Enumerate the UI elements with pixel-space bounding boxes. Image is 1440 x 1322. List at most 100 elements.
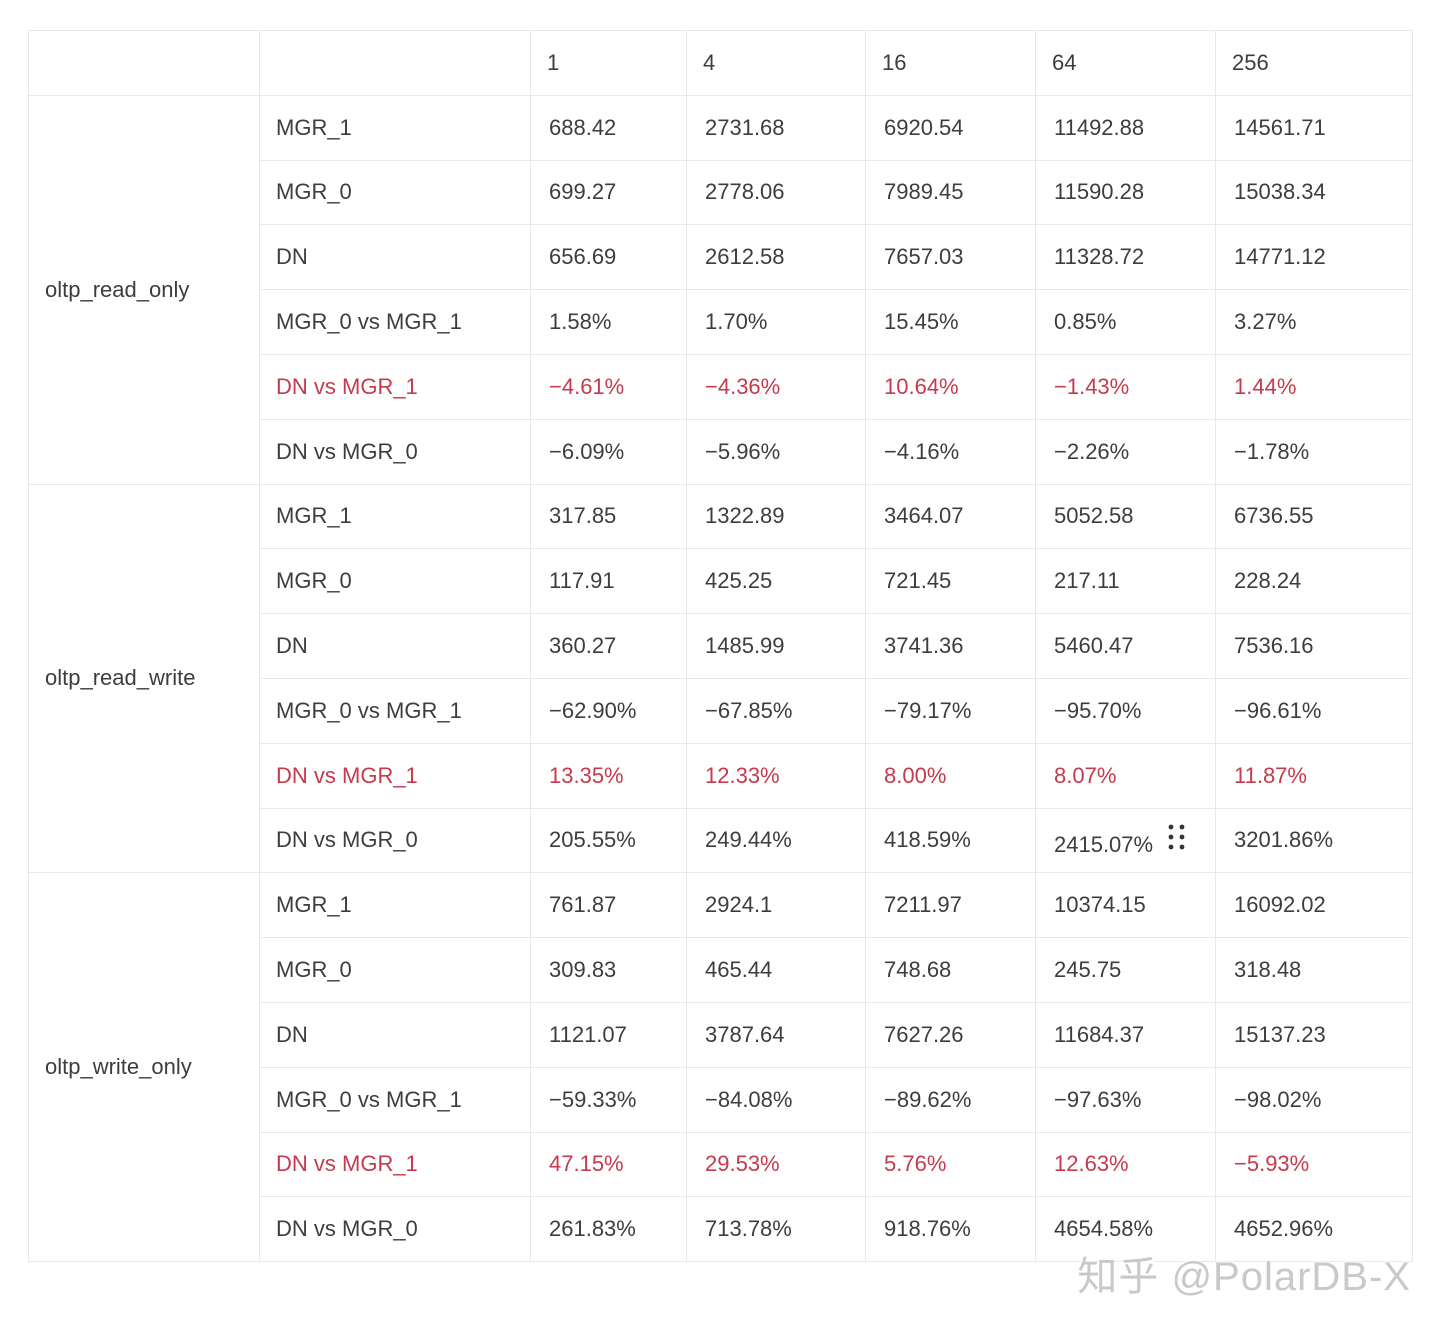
cell-value: 7627.26 xyxy=(884,1021,964,1047)
value-cell: −96.61% xyxy=(1215,677,1413,744)
row-label: MGR_1 xyxy=(259,872,531,939)
value-cell: 11684.37 xyxy=(1035,1001,1216,1068)
value-cell: 7989.45 xyxy=(865,159,1036,226)
value-cell: 918.76% xyxy=(865,1196,1036,1263)
row-label: DN vs MGR_0 xyxy=(259,418,531,485)
value-cell: 3201.86% xyxy=(1215,807,1413,874)
benchmark-table-container: 1 4 16 64 256 oltp_read_only MGR_1 688.42 2731.… xyxy=(28,30,1413,1263)
row-label: MGR_0 xyxy=(259,159,531,226)
value-cell: −95.70% xyxy=(1035,677,1216,744)
table-row: DN 360.27 1485.99 3741.36 5460.47 7536.16 xyxy=(29,613,1413,679)
value-cell: 3.27% xyxy=(1215,289,1413,355)
cell-value: 1121.07 xyxy=(549,1021,627,1047)
cell-value: 117.91 xyxy=(549,568,615,594)
value-cell: 721.45 xyxy=(865,548,1036,615)
value-cell: 228.24 xyxy=(1215,548,1413,615)
value-cell: 16092.02 xyxy=(1215,872,1413,939)
value-cell: 117.91 xyxy=(530,548,687,615)
drag-handle-icon[interactable] xyxy=(1166,822,1188,852)
value-cell: 11590.28 xyxy=(1035,159,1216,226)
cell-value: 217.11 xyxy=(1054,568,1120,594)
row-label: MGR_0 vs MGR_1 xyxy=(259,289,531,355)
cell-value: 12.33% xyxy=(705,762,780,788)
cell-value: 1.58% xyxy=(549,309,612,335)
cell-value: 10.64% xyxy=(884,373,959,399)
cell-value: 5.76% xyxy=(884,1151,947,1177)
cell-value: 465.44 xyxy=(705,957,773,983)
value-cell: 7536.16 xyxy=(1215,613,1413,679)
row-label: DN vs MGR_0 xyxy=(259,807,531,874)
row-label: MGR_0 vs MGR_1 xyxy=(259,1066,531,1133)
table-row: MGR_0 vs MGR_1 −59.33% −84.08% −89.62% −97.6… xyxy=(29,1066,1413,1133)
cell-value: 317.85 xyxy=(549,503,617,529)
table-row: oltp_read_only MGR_1 688.42 2731.68 6920.54 1… xyxy=(28,94,1413,485)
cell-value: 15038.34 xyxy=(1234,179,1326,205)
cell-value: −95.70% xyxy=(1054,697,1142,723)
cell-value: 1.44% xyxy=(1234,373,1297,399)
value-cell: 5052.58 xyxy=(1035,483,1216,550)
cell-value: 688.42 xyxy=(549,114,617,140)
header-cell-threads-1: 1 xyxy=(530,30,687,96)
value-cell: 2612.58 xyxy=(686,224,866,291)
cell-value: 2612.58 xyxy=(705,244,785,270)
table-header: 1 4 16 64 256 xyxy=(28,30,1413,96)
cell-value: 245.75 xyxy=(1054,957,1122,983)
cell-value: 205.55% xyxy=(549,827,636,853)
cell-value: −2.26% xyxy=(1054,438,1130,464)
value-cell: 47.15% xyxy=(530,1131,687,1198)
value-cell: 1485.99 xyxy=(686,613,866,679)
header-cell-threads-4: 4 xyxy=(686,30,866,96)
cell-value: 309.83 xyxy=(549,957,617,983)
cell-value: 15.45% xyxy=(884,309,959,335)
row-label: MGR_1 xyxy=(259,483,531,550)
cell-value: 47.15% xyxy=(549,1151,624,1177)
benchmark-table: 1 4 16 64 256 oltp_read_only MGR_1 688.42 2731.… xyxy=(28,30,1413,1263)
table-row: DN vs MGR_1 47.15% 29.53% 5.76% 12.63% −5.93% xyxy=(29,1131,1413,1198)
value-cell: 5.76% xyxy=(865,1131,1036,1198)
value-cell: 5460.47 xyxy=(1035,613,1216,679)
cell-value: 3741.36 xyxy=(884,633,964,659)
row-label: DN vs MGR_1 xyxy=(259,353,531,420)
cell-value: 11492.88 xyxy=(1054,114,1145,140)
cell-value: −96.61% xyxy=(1234,697,1322,723)
cell-value: 15137.23 xyxy=(1234,1021,1326,1047)
value-cell: 3741.36 xyxy=(865,613,1036,679)
value-cell: 699.27 xyxy=(530,159,687,226)
value-cell: 261.83% xyxy=(530,1196,687,1263)
value-cell: 318.48 xyxy=(1215,937,1413,1003)
value-cell: 2924.1 xyxy=(686,872,866,939)
value-cell: −59.33% xyxy=(530,1066,687,1133)
value-cell: 688.42 xyxy=(530,94,687,161)
header-cell-threads-256: 256 xyxy=(1215,30,1413,96)
cell-value: 3201.86% xyxy=(1234,827,1334,853)
value-cell: 12.63% xyxy=(1035,1131,1216,1198)
value-cell: −4.61% xyxy=(530,353,687,420)
cell-value: −67.85% xyxy=(705,697,793,723)
row-label: DN vs MGR_0 xyxy=(259,1196,531,1263)
value-cell: 7627.26 xyxy=(865,1001,1036,1068)
cell-value: 1.70% xyxy=(705,309,768,335)
table-row: DN vs MGR_0 −6.09% −5.96% −4.16% −2.26% −1.78… xyxy=(29,418,1413,485)
table-row: DN 1121.07 3787.64 7627.26 11684.37 15137.23 xyxy=(29,1001,1413,1068)
value-cell: 309.83 xyxy=(530,937,687,1003)
cell-value: 11684.37 xyxy=(1054,1021,1145,1047)
row-label: MGR_0 vs MGR_1 xyxy=(259,677,531,744)
value-cell: 1.58% xyxy=(530,289,687,355)
value-cell: 2415.07% xyxy=(1035,807,1216,874)
value-cell: 15137.23 xyxy=(1215,1001,1413,1068)
value-cell: 0.85% xyxy=(1035,289,1216,355)
cell-value: 713.78% xyxy=(705,1216,792,1242)
cell-value: 13.35% xyxy=(549,762,624,788)
value-cell: 7657.03 xyxy=(865,224,1036,291)
value-cell: −6.09% xyxy=(530,418,687,485)
table-row: oltp_write_only MGR_1 761.87 2924.1 7211.97 1… xyxy=(28,872,1413,1263)
value-cell: 1121.07 xyxy=(530,1001,687,1068)
row-label: DN xyxy=(259,224,531,291)
value-cell: −4.36% xyxy=(686,353,866,420)
cell-value: −5.96% xyxy=(705,438,781,464)
cell-value: 4654.58% xyxy=(1054,1216,1154,1242)
cell-value: 14771.12 xyxy=(1234,244,1326,270)
row-label: MGR_0 xyxy=(259,937,531,1003)
value-cell: −5.93% xyxy=(1215,1131,1413,1198)
cell-value: 0.85% xyxy=(1054,309,1117,335)
